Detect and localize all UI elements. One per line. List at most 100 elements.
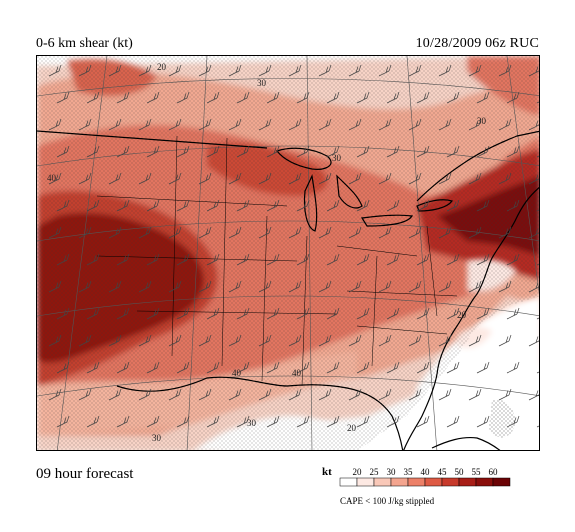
wind-barb — [86, 253, 100, 266]
wind-barb — [176, 361, 190, 374]
wind-barb — [236, 199, 250, 212]
legend-swatch — [475, 477, 494, 487]
wind-barb — [168, 118, 182, 131]
wind-barb — [228, 388, 242, 401]
wind-barb — [438, 64, 452, 77]
wind-barb — [318, 172, 332, 185]
wind-barb — [408, 118, 422, 131]
state-borders — [96, 135, 458, 387]
wind-barb — [528, 336, 539, 347]
wind-barb — [48, 280, 62, 293]
wind-barb — [108, 64, 122, 77]
wind-barb — [438, 388, 452, 401]
wind-barb — [138, 226, 152, 239]
wind-barb — [228, 280, 242, 293]
wind-barb — [116, 199, 130, 212]
wind-barb — [176, 199, 190, 212]
wind-barb — [348, 226, 362, 239]
legend-tick-label: 60 — [489, 467, 499, 477]
wind-barb — [326, 91, 340, 104]
wind-barb — [48, 172, 62, 185]
legend-tick-label: 55 — [472, 467, 482, 477]
forecast-hour-label: 09 hour forecast — [36, 466, 134, 482]
wind-barb — [198, 226, 212, 239]
wind-barb — [416, 145, 430, 158]
wind-barb — [288, 226, 302, 239]
contour-label: 40 — [47, 173, 57, 183]
wind-barb — [266, 145, 280, 158]
wind-barbs — [48, 64, 539, 428]
wind-barb — [116, 253, 130, 266]
wind-barb — [288, 64, 302, 77]
wind-barb — [506, 91, 520, 104]
wind-barb — [416, 253, 430, 266]
wind-barb — [318, 280, 332, 293]
wind-barb — [206, 145, 220, 158]
wind-barb — [468, 226, 482, 239]
wind-barb — [318, 226, 332, 239]
wind-barb — [206, 91, 220, 104]
contour-label: 40 — [232, 368, 242, 378]
wind-barb — [78, 64, 92, 77]
wind-barb — [288, 388, 302, 401]
wind-barb — [468, 388, 482, 401]
wind-barb — [356, 199, 370, 212]
wind-barb — [146, 307, 160, 320]
wind-barb — [356, 307, 370, 320]
wind-barb — [498, 226, 512, 239]
wind-barb — [138, 64, 152, 77]
valid-time: 10/28/2009 06z RUC — [415, 36, 539, 51]
wind-barb — [528, 174, 539, 185]
wind-barb — [528, 282, 539, 293]
wind-barb — [438, 226, 452, 239]
wind-barb — [48, 388, 62, 401]
wind-barb — [108, 226, 122, 239]
shear-map: 20 30 40 30 40 30 20 30 40 30 20 — [37, 56, 539, 450]
wind-barb — [198, 280, 212, 293]
wind-barb — [408, 388, 422, 401]
wind-barb — [258, 226, 272, 239]
wind-barb — [536, 101, 539, 104]
wind-barb — [356, 145, 370, 158]
wind-barb — [356, 91, 370, 104]
wind-barb — [116, 91, 130, 104]
wind-barb — [236, 415, 250, 428]
wind-barb — [506, 199, 520, 212]
wind-barb — [266, 307, 280, 320]
wind-barb — [536, 155, 539, 158]
wind-barb — [176, 145, 190, 158]
wind-barb — [146, 91, 160, 104]
wind-barb — [258, 334, 272, 347]
wind-barb — [288, 334, 302, 347]
wind-barb — [378, 334, 392, 347]
wind-barb — [146, 415, 160, 428]
wind-barb — [198, 388, 212, 401]
wind-barb — [498, 388, 512, 401]
wind-barb — [378, 280, 392, 293]
wind-barb — [266, 253, 280, 266]
legend-tick-label: 40 — [421, 467, 431, 477]
wind-barb — [296, 307, 310, 320]
wind-barb — [416, 199, 430, 212]
wind-barb — [56, 253, 70, 266]
wind-barb — [78, 172, 92, 185]
wind-barb — [138, 172, 152, 185]
wind-barb — [476, 253, 490, 266]
wind-barb — [468, 280, 482, 293]
legend-swatch — [407, 477, 426, 487]
wind-barb — [378, 388, 392, 401]
wind-barb — [236, 361, 250, 374]
legend-swatch — [373, 477, 392, 487]
wind-barb — [86, 199, 100, 212]
wind-barb — [386, 361, 400, 374]
legend-tick-label: 50 — [455, 467, 465, 477]
wind-barb — [416, 307, 430, 320]
wind-barb — [386, 253, 400, 266]
wind-barb — [506, 253, 520, 266]
wind-barb — [86, 145, 100, 158]
wind-barb — [476, 361, 490, 374]
wind-barb — [536, 371, 539, 374]
wind-barb — [146, 199, 160, 212]
legend-unit: kt — [322, 466, 332, 478]
wind-barb — [348, 172, 362, 185]
